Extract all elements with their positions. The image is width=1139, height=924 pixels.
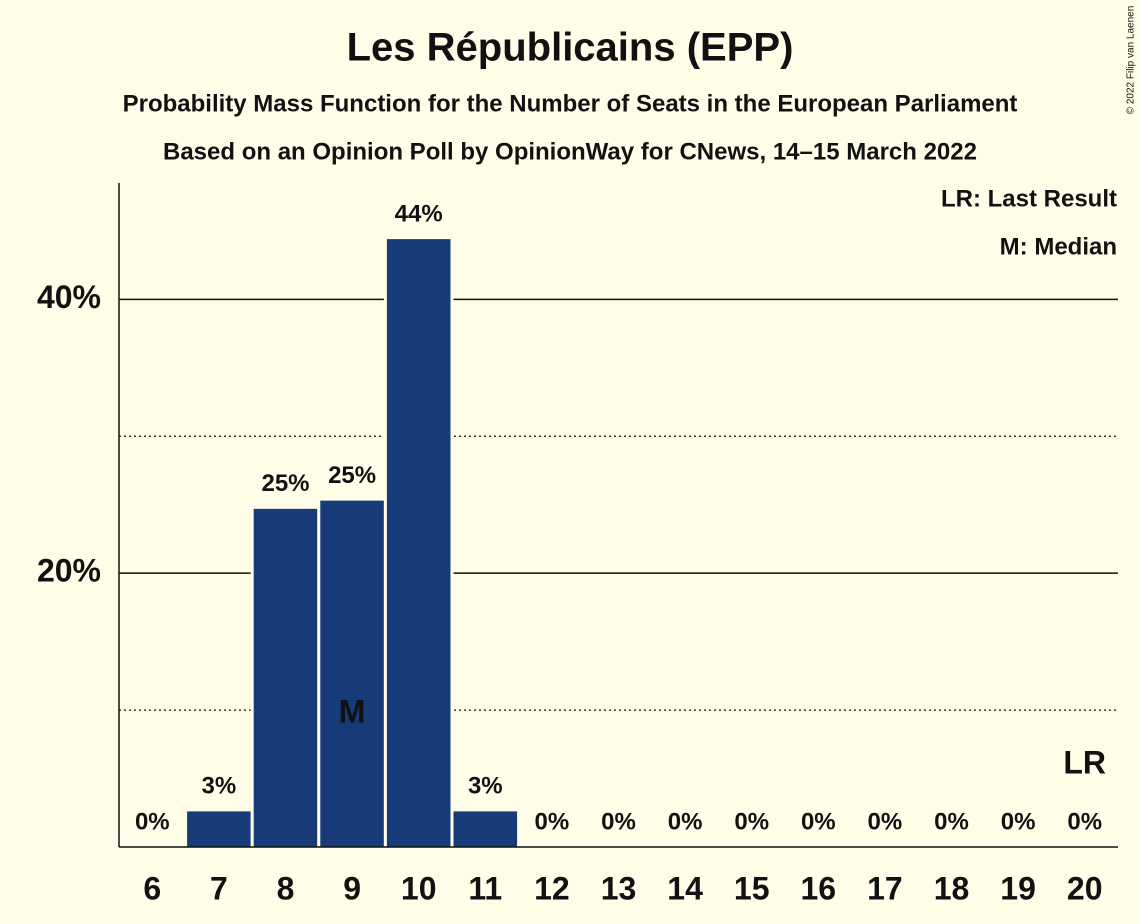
x-tick-label: 8 [277, 870, 295, 906]
marker-label: M [339, 693, 366, 729]
chart-subtitle: Based on an Opinion Poll by OpinionWay f… [163, 138, 977, 165]
x-tick-label: 10 [401, 870, 437, 906]
x-tick-label: 7 [210, 870, 228, 906]
y-tick-label: 20% [37, 553, 101, 589]
x-tick-label: 19 [1000, 870, 1036, 906]
x-tick-label: 6 [143, 870, 161, 906]
x-tick-label: 16 [801, 870, 837, 906]
value-label: 0% [734, 808, 769, 835]
legend-entry: LR: Last Result [941, 185, 1117, 212]
y-tick-label: 40% [37, 279, 101, 315]
value-label: 0% [668, 808, 703, 835]
value-label: 0% [601, 808, 636, 835]
value-label: 0% [1067, 808, 1102, 835]
x-tick-label: 14 [667, 870, 703, 906]
x-tick-label: 11 [468, 870, 502, 906]
bar-gap [850, 844, 920, 847]
bar [386, 239, 451, 847]
x-tick-label: 18 [934, 870, 970, 906]
x-tick-label: 9 [343, 870, 361, 906]
bar-gap [517, 844, 587, 847]
value-label: 0% [801, 808, 836, 835]
value-label: 0% [868, 808, 903, 835]
bar-gap [583, 844, 654, 847]
marker-label: LR [1063, 744, 1106, 780]
value-label: 0% [135, 808, 170, 835]
bar-gap [650, 844, 720, 847]
bar [187, 811, 251, 847]
x-tick-label: 15 [734, 870, 770, 906]
value-label: 25% [328, 462, 376, 489]
chart-title: Les Républicains (EPP) [347, 26, 794, 70]
bar-gap [983, 844, 1053, 847]
bar-gap [1049, 844, 1120, 847]
value-label: 0% [934, 808, 969, 835]
value-label: 44% [395, 200, 443, 227]
bar [320, 500, 384, 847]
value-label: 3% [202, 773, 237, 800]
x-tick-label: 13 [601, 870, 637, 906]
bar [253, 508, 318, 847]
bar-gap [117, 844, 188, 847]
copyright: © 2022 Filip van Laenen [1126, 6, 1137, 115]
bar-gap [783, 844, 854, 847]
x-tick-label: 17 [867, 870, 903, 906]
value-label: 3% [468, 773, 503, 800]
bar-gap [916, 844, 987, 847]
bar [453, 811, 518, 847]
value-label: 0% [1001, 808, 1036, 835]
legend-entry: M: Median [1000, 233, 1117, 260]
chart-subtitle: Probability Mass Function for the Number… [123, 90, 1018, 117]
bar-gap [716, 844, 787, 847]
x-tick-label: 20 [1067, 870, 1103, 906]
x-tick-label: 12 [534, 870, 570, 906]
value-label: 0% [535, 808, 570, 835]
value-label: 25% [261, 470, 309, 497]
